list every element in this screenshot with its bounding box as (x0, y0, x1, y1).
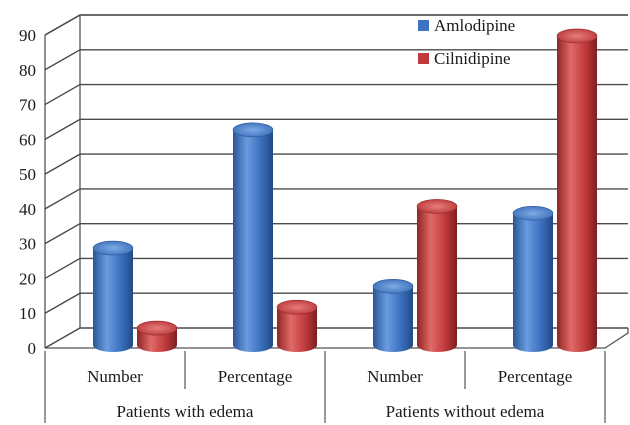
y-tick-label: 70 (19, 96, 36, 115)
legend-swatch (418, 20, 429, 31)
bar-top (372, 279, 414, 294)
x-group-label: Patients with edema (117, 402, 254, 421)
bar-amlodipine-3 (512, 206, 554, 352)
bar-body (417, 206, 457, 352)
bar-amlodipine-1 (232, 122, 274, 352)
x-tick-label: Percentage (218, 367, 293, 386)
floor-edge (45, 328, 629, 349)
bar-top (556, 28, 598, 44)
x-tick-label: Number (87, 367, 143, 386)
legend-label: Amlodipine (434, 16, 515, 35)
bar-body (557, 35, 597, 352)
y-tick-label: 10 (19, 304, 36, 323)
y-tick-label: 50 (19, 165, 36, 184)
bar-body (277, 307, 317, 352)
y-tick-label: 30 (19, 235, 36, 254)
bar-cilnidipine-2 (416, 199, 458, 352)
bar-cilnidipine-3 (556, 28, 598, 352)
x-tick-label: Percentage (498, 367, 573, 386)
y-axis-ticks: 0 10 20 30 40 50 60 70 80 90 (19, 26, 36, 358)
gridline (44, 118, 628, 140)
x-axis: Number Percentage Number Percentage Patients… (44, 351, 606, 423)
bar-amlodipine-0 (92, 240, 134, 352)
legend-label: Cilnidipine (434, 49, 511, 68)
legend-swatch (418, 53, 429, 64)
y-tick-label: 0 (28, 339, 37, 358)
bar-body (233, 129, 273, 352)
x-tick-label: Number (367, 367, 423, 386)
y-tick-label: 40 (19, 200, 36, 219)
bar-top (512, 206, 554, 221)
bar-body (373, 286, 413, 352)
gridline (44, 49, 628, 71)
y-tick-label: 20 (19, 269, 36, 288)
bar-top (92, 240, 134, 256)
bar-top (416, 199, 458, 214)
bar-body (93, 248, 133, 352)
gridline (44, 188, 628, 210)
bars (92, 28, 598, 352)
y-tick-label: 90 (19, 26, 36, 45)
bar-top (276, 299, 318, 315)
bar-body (513, 213, 553, 352)
bar-cilnidipine-0 (136, 320, 178, 352)
gridline (44, 83, 628, 106)
bar-cilnidipine-1 (276, 299, 318, 352)
gridlines (44, 14, 628, 349)
bar-top (232, 122, 274, 138)
y-tick-label: 80 (19, 61, 36, 80)
gridline (44, 153, 628, 175)
bar-amlodipine-2 (372, 279, 414, 352)
legend: Amlodipine Cilnidipine (418, 16, 515, 68)
bar-top (136, 320, 178, 336)
gridline (44, 14, 628, 36)
back-wall-top-edge (44, 14, 628, 36)
y-tick-label: 60 (19, 130, 36, 149)
x-group-label: Patients without edema (386, 402, 545, 421)
